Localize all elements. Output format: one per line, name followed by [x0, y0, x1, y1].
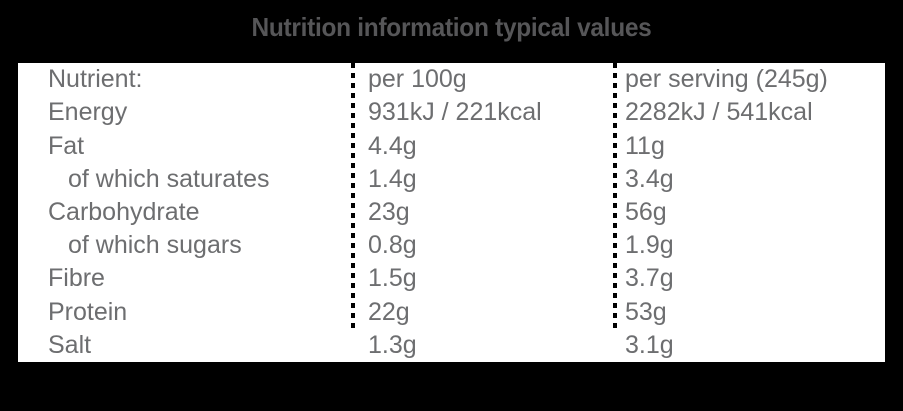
column-header-per-serving: per serving (245g) — [625, 65, 828, 94]
value-per-serving: 53g — [625, 297, 667, 326]
value-per-100g: 22g — [368, 297, 410, 326]
column-divider-1 — [351, 63, 355, 329]
value-per-100g: 1.5g — [368, 264, 417, 293]
value-per-100g: 4.4g — [368, 131, 417, 160]
value-per-100g: 1.3g — [368, 330, 417, 359]
table-row-carbohydrate: Carbohydrate 23g 56g — [18, 196, 885, 229]
value-per-serving: 3.4g — [625, 164, 674, 193]
table-row-saturates: of which saturates 1.4g 3.4g — [18, 163, 885, 196]
column-header-nutrient: Nutrient: — [48, 65, 143, 94]
table-row-energy: Energy 931kJ / 221kcal 2282kJ / 541kcal — [18, 96, 885, 129]
value-per-100g: 931kJ / 221kcal — [368, 98, 542, 127]
value-per-serving: 3.7g — [625, 264, 674, 293]
table-row-fat: Fat 4.4g 11g — [18, 129, 885, 162]
page-title: Nutrition information typical values — [251, 12, 652, 42]
nutrient-name: Fat — [48, 131, 85, 160]
table-row-salt: Salt 1.3g 3.1g — [18, 329, 885, 362]
nutrient-name: Energy — [48, 98, 128, 127]
table-row-protein: Protein 22g 53g — [18, 296, 885, 329]
nutrient-name: Protein — [48, 297, 128, 326]
value-per-serving: 1.9g — [625, 231, 674, 260]
value-per-100g: 1.4g — [368, 164, 417, 193]
value-per-serving: 2282kJ / 541kcal — [625, 98, 813, 127]
nutrition-table: Nutrient: per 100g per serving (245g) En… — [18, 63, 885, 362]
value-per-100g: 23g — [368, 197, 410, 226]
table-header-row: Nutrient: per 100g per serving (245g) — [18, 63, 885, 96]
value-per-serving: 56g — [625, 197, 667, 226]
column-divider-2 — [613, 63, 617, 329]
nutrient-name: of which saturates — [68, 164, 270, 193]
table-row-fibre: Fibre 1.5g 3.7g — [18, 262, 885, 295]
value-per-serving: 11g — [625, 131, 665, 160]
value-per-100g: 0.8g — [368, 231, 417, 260]
nutrient-name: of which sugars — [68, 231, 242, 260]
value-per-serving: 3.1g — [625, 330, 674, 359]
nutrient-name: Salt — [48, 330, 92, 359]
table-row-sugars: of which sugars 0.8g 1.9g — [18, 229, 885, 262]
nutrient-name: Fibre — [48, 264, 105, 293]
column-header-per-100g: per 100g — [368, 65, 467, 94]
nutrient-name: Carbohydrate — [48, 197, 200, 226]
